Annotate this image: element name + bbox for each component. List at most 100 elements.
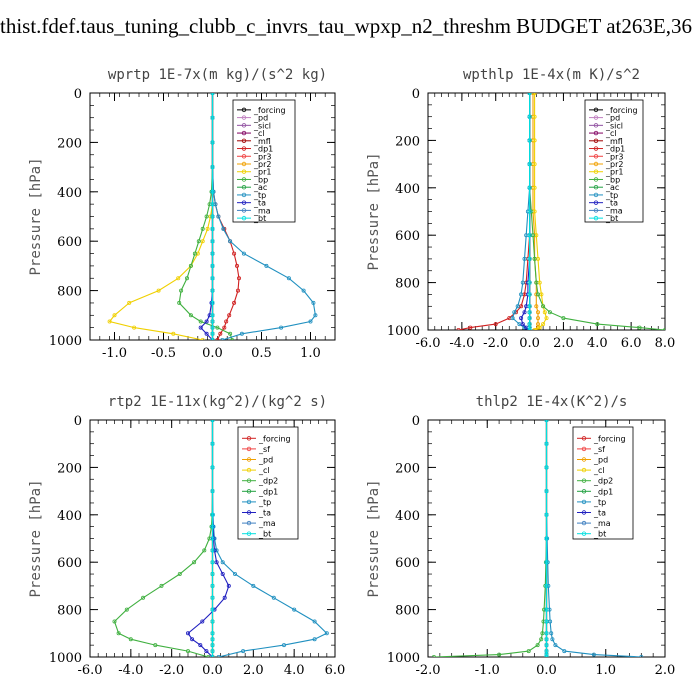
legend-entry: _dp1	[253, 145, 273, 154]
data-point	[527, 316, 532, 321]
data-point	[232, 300, 237, 305]
y-tick-label: 0	[412, 414, 420, 429]
x-tick-label: -0.5	[151, 346, 176, 361]
legend-marker	[246, 489, 252, 494]
data-point	[549, 631, 554, 636]
legend-marker	[246, 499, 252, 505]
x-tick-label: 0.0	[536, 663, 557, 678]
legend-entry: _pd	[593, 456, 608, 465]
series-group	[431, 420, 644, 657]
data-point	[281, 643, 286, 648]
data-point	[308, 319, 313, 324]
y-tick-label: 600	[57, 235, 82, 250]
data-point	[210, 325, 215, 330]
data-point	[141, 595, 146, 600]
data-point	[271, 595, 276, 600]
data-point	[663, 328, 665, 330]
data-point	[210, 548, 215, 553]
data-point	[192, 251, 197, 256]
legend-entry: _forcing	[593, 434, 626, 443]
legend-marker	[593, 192, 599, 198]
data-point	[210, 649, 215, 654]
series-line-dp1	[458, 93, 531, 330]
data-point	[156, 288, 161, 293]
data-point	[550, 637, 555, 642]
data-point	[222, 595, 227, 600]
legend-marker	[241, 115, 247, 120]
data-point	[198, 325, 203, 330]
legend-marker	[581, 446, 587, 452]
legend-marker	[246, 520, 252, 526]
x-tick-label: 2.0	[553, 336, 574, 351]
legend-entry: _cl	[253, 129, 265, 138]
data-point	[221, 226, 226, 231]
data-point	[112, 313, 117, 318]
legend-entry: _tp	[253, 191, 266, 200]
data-point	[544, 583, 549, 588]
legend-marker	[246, 478, 252, 483]
data-point	[210, 655, 215, 657]
x-tick-label: -6.0	[415, 336, 440, 351]
legend-entry: _pd	[253, 114, 268, 123]
data-point	[210, 214, 215, 219]
y-tick-label: 200	[395, 134, 420, 149]
figure-title: thist.fdef.taus_tuning_clubb_c_invrs_tau…	[0, 14, 692, 38]
data-point	[210, 607, 215, 612]
data-point	[522, 310, 527, 315]
y-axis-label: Pressure [hPa]	[28, 157, 44, 275]
x-tick-label: -2.0	[159, 663, 184, 678]
data-point	[547, 310, 552, 315]
x-tick-label: -4.0	[449, 336, 474, 351]
legend-entry: _sicl	[253, 121, 271, 130]
data-point	[196, 239, 201, 244]
legend-entry: _ma	[253, 206, 271, 215]
data-point	[544, 420, 549, 422]
legend-marker	[593, 184, 599, 190]
y-tick-label: 1000	[387, 324, 420, 339]
data-point	[215, 338, 220, 340]
data-point	[520, 280, 525, 285]
data-point	[210, 276, 215, 281]
legend-entry: _forcing	[605, 106, 638, 115]
legend-marker	[581, 457, 587, 462]
data-point	[205, 226, 210, 231]
data-point	[210, 631, 215, 636]
legend-entry: _ma	[605, 206, 623, 215]
data-point	[311, 300, 316, 305]
legend: _forcing_pd_sicl_cl_mfl_dp1_pr3_pr2_pr1_…	[232, 99, 296, 223]
data-point	[520, 322, 525, 327]
data-point	[232, 251, 237, 256]
legend-marker	[593, 200, 599, 205]
data-point	[544, 631, 549, 636]
legend-entry: _bt	[605, 214, 618, 223]
legend-entry: _dp2	[593, 477, 613, 486]
legend-entry: _forcing	[258, 434, 291, 443]
data-point	[544, 512, 549, 517]
data-point	[527, 138, 532, 143]
legend-entry: _bt	[253, 214, 266, 223]
data-point	[527, 233, 532, 238]
data-point	[241, 251, 246, 256]
data-point	[210, 595, 215, 600]
legend-entry: _dp1	[593, 487, 613, 496]
x-tick-label: 2.0	[655, 663, 676, 678]
legend-marker	[593, 215, 599, 221]
data-point	[527, 304, 532, 309]
data-point	[535, 643, 540, 648]
legend-marker	[246, 446, 252, 452]
data-point	[226, 583, 231, 588]
legend-entry: _pr3	[253, 152, 271, 161]
data-point	[539, 637, 544, 642]
x-tick-label: 0.0	[202, 663, 223, 678]
chart-panel-1: wprtp 1E-7x(m kg)/(s^2 kg) Pressure [hPa]…	[28, 67, 336, 361]
data-point	[112, 619, 117, 624]
data-point	[228, 239, 233, 244]
data-point	[234, 263, 239, 268]
data-point	[542, 607, 547, 612]
y-tick-label: 600	[57, 556, 82, 571]
legend-marker	[241, 192, 247, 198]
data-point	[202, 548, 207, 553]
data-point	[544, 652, 549, 657]
data-point	[210, 263, 215, 268]
x-tick-label: 0.0	[519, 336, 540, 351]
